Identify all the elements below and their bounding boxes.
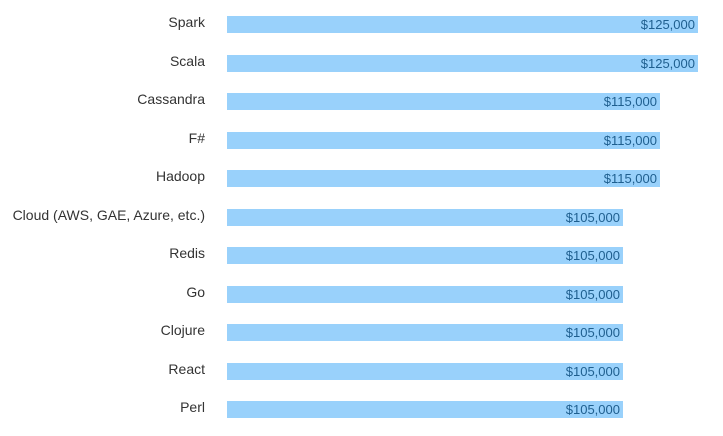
category-label: Go	[186, 283, 205, 300]
value-label: $125,000	[640, 55, 695, 71]
bar: $125,000	[227, 54, 698, 72]
category-label: F#	[188, 129, 205, 146]
bar: $105,000	[227, 208, 623, 226]
bar-row: Hadoop $115,000	[0, 168, 723, 187]
bar-row: Cassandra $115,000	[0, 91, 723, 110]
bar-row: Spark $125,000	[0, 14, 723, 33]
bar: $105,000	[227, 285, 623, 303]
value-label: $115,000	[603, 94, 657, 109]
value-label: $105,000	[565, 209, 620, 225]
bar-row: Scala $125,000	[0, 52, 723, 72]
value-label: $125,000	[640, 17, 695, 32]
value-label: $115,000	[603, 132, 657, 148]
bar-row: Perl $105,000	[0, 399, 723, 418]
bar-row: Redis $105,000	[0, 245, 723, 264]
bar: $115,000	[227, 170, 660, 187]
category-label: Perl	[180, 399, 205, 415]
bar-row: React $105,000	[0, 360, 723, 380]
category-label: React	[168, 360, 205, 377]
category-label: Cloud (AWS, GAE, Azure, etc.)	[12, 206, 205, 223]
value-label: $105,000	[565, 286, 620, 302]
category-label: Scala	[169, 52, 205, 69]
value-label: $115,000	[603, 171, 657, 186]
value-label: $105,000	[565, 402, 620, 417]
bar: $105,000	[227, 401, 623, 418]
value-label: $105,000	[565, 325, 620, 340]
category-label: Spark	[168, 14, 205, 30]
category-label: Clojure	[160, 322, 205, 338]
value-label: $105,000	[565, 248, 620, 263]
bar: $105,000	[227, 362, 623, 380]
bar: $105,000	[227, 324, 623, 341]
value-label: $105,000	[565, 363, 620, 379]
category-label: Redis	[169, 245, 205, 261]
bar-row: Cloud (AWS, GAE, Azure, etc.) $105,000	[0, 206, 723, 226]
bar: $125,000	[227, 16, 698, 33]
bar-row: Clojure $105,000	[0, 322, 723, 341]
bar: $115,000	[227, 131, 660, 149]
category-label: Cassandra	[137, 91, 205, 107]
bar-row: Go $105,000	[0, 283, 723, 303]
bar-row: F# $115,000	[0, 129, 723, 149]
category-label: Hadoop	[155, 168, 205, 184]
bar: $105,000	[227, 247, 623, 264]
bar: $115,000	[227, 93, 660, 110]
